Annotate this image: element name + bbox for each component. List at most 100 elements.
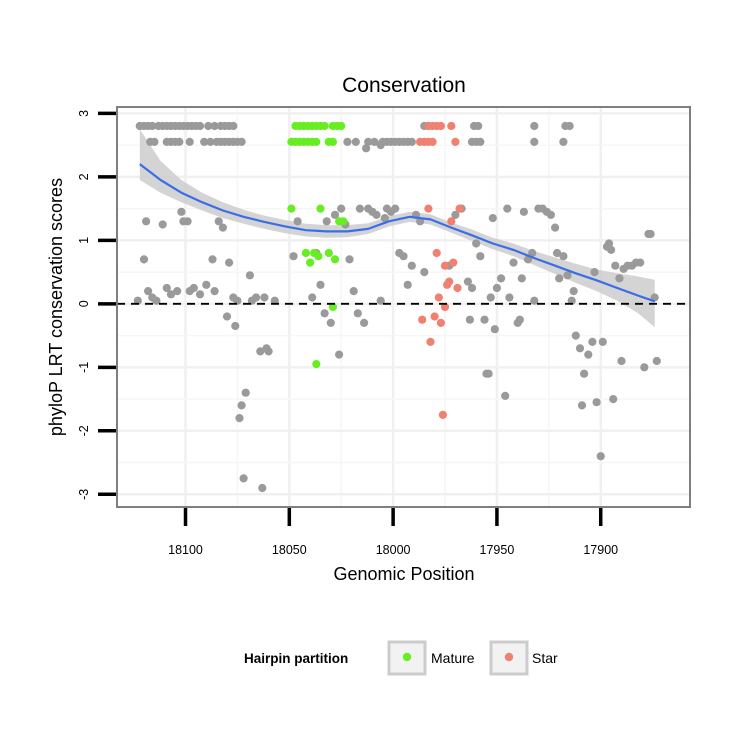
- point-star: [418, 315, 427, 324]
- point-other: [335, 350, 344, 359]
- point-other: [517, 274, 526, 283]
- legend-label-star: Star: [532, 650, 558, 666]
- point-other: [345, 255, 354, 264]
- point-other: [497, 274, 506, 283]
- point-mature: [312, 137, 321, 146]
- point-other: [501, 391, 510, 400]
- point-other: [490, 325, 499, 334]
- legend-label-mature: Mature: [431, 650, 475, 666]
- point-other: [407, 137, 416, 146]
- point-star: [438, 410, 447, 419]
- point-other: [553, 248, 562, 258]
- point-other: [330, 210, 340, 219]
- y-axis-label: phyloP LRT conservation scores: [46, 178, 66, 436]
- point-other: [391, 204, 400, 213]
- point-other: [407, 261, 416, 270]
- point-other: [202, 280, 211, 289]
- point-star: [440, 302, 450, 312]
- point-other: [577, 401, 587, 410]
- point-other: [472, 239, 481, 248]
- point-other: [571, 331, 580, 340]
- point-mature: [330, 255, 340, 264]
- point-other: [200, 137, 209, 146]
- point-other: [162, 283, 171, 293]
- point-other: [206, 137, 215, 146]
- point-mature: [320, 121, 329, 131]
- x-tick-label: 18000: [376, 543, 411, 557]
- point-other: [308, 293, 317, 302]
- point-other: [152, 296, 161, 305]
- point-other: [575, 344, 585, 353]
- point-other: [467, 283, 477, 293]
- point-other: [195, 290, 205, 299]
- point-other: [615, 274, 624, 283]
- point-other: [503, 204, 512, 213]
- legend-title: Hairpin partition: [244, 651, 348, 666]
- point-other: [484, 369, 493, 378]
- point-other: [208, 255, 217, 264]
- point-other: [166, 290, 176, 299]
- point-other: [326, 318, 335, 327]
- point-star: [430, 312, 439, 321]
- y-tick-label: 0: [77, 300, 91, 307]
- x-tick-label: 17900: [583, 543, 618, 557]
- x-tick-label: 18100: [168, 543, 203, 557]
- point-other: [596, 452, 605, 461]
- point-other: [237, 137, 246, 146]
- point-other: [351, 137, 360, 146]
- point-other: [546, 210, 556, 219]
- legend: Hairpin partition Mature Star: [244, 640, 558, 676]
- point-other: [218, 223, 227, 232]
- point-mature: [287, 204, 296, 213]
- point-star: [440, 261, 450, 270]
- point-other: [349, 287, 358, 296]
- point-other: [289, 252, 298, 261]
- point-other: [204, 121, 213, 131]
- point-other: [476, 137, 485, 146]
- point-other: [364, 137, 373, 146]
- point-other: [142, 217, 151, 226]
- point-other: [258, 483, 267, 493]
- point-mature: [314, 252, 323, 261]
- point-other: [509, 258, 518, 267]
- plot-panel: [117, 107, 690, 507]
- point-other: [551, 223, 560, 232]
- point-other: [370, 137, 379, 146]
- point-other: [320, 309, 329, 318]
- point-other: [480, 315, 489, 324]
- point-other: [293, 217, 302, 226]
- point-other: [463, 277, 472, 286]
- point-mature: [306, 258, 315, 267]
- x-tick-label: 18050: [272, 543, 307, 557]
- point-other: [590, 268, 599, 277]
- point-other: [189, 283, 198, 293]
- y-tick-label: 2: [77, 173, 91, 180]
- y-axis: -3 -2 -1 0 1 2 3: [77, 110, 116, 500]
- point-other: [476, 252, 485, 261]
- point-other: [353, 309, 362, 318]
- chart-title: Conservation: [342, 74, 466, 97]
- point-other: [237, 401, 246, 410]
- point-other: [185, 137, 194, 146]
- point-mature: [337, 121, 346, 131]
- point-other: [225, 258, 234, 267]
- point-other: [640, 363, 649, 372]
- point-other: [565, 121, 574, 131]
- point-other: [611, 261, 620, 270]
- legend-dot-mature: [402, 652, 412, 662]
- point-mature: [328, 137, 337, 146]
- point-other: [316, 280, 325, 289]
- point-mature: [328, 302, 337, 312]
- data-points: [133, 121, 661, 493]
- point-mature: [312, 360, 321, 369]
- point-other: [270, 296, 279, 305]
- y-tick-label: -1: [77, 362, 91, 373]
- point-other: [144, 287, 153, 296]
- point-star: [453, 283, 462, 293]
- point-other: [592, 398, 601, 407]
- point-other: [559, 252, 568, 261]
- point-other: [337, 204, 346, 213]
- point-other: [177, 207, 186, 216]
- point-other: [222, 312, 232, 321]
